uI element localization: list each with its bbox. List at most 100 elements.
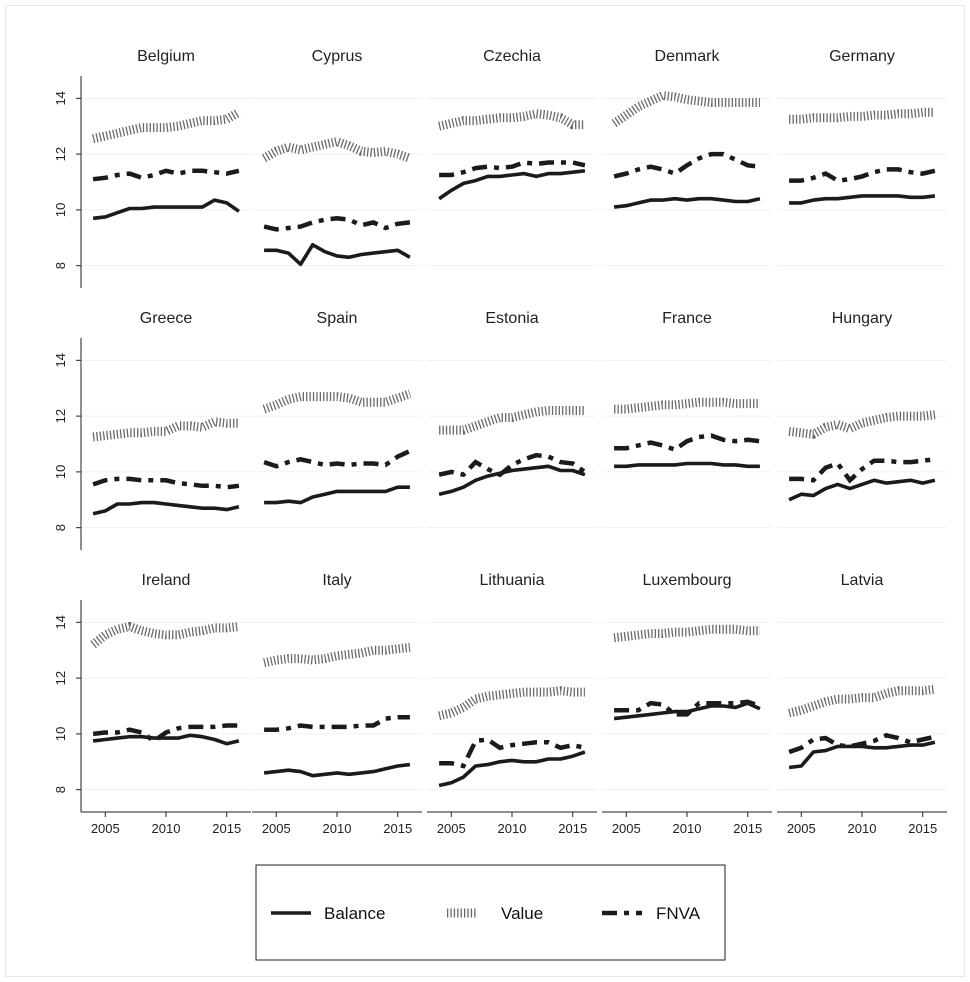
panel-title: Luxembourg <box>643 572 732 589</box>
series-line-value <box>613 624 760 643</box>
series-line-value <box>92 417 239 442</box>
x-tick-label: 2015 <box>212 821 241 836</box>
series-line-balance <box>789 194 936 205</box>
x-tick-label: 2015 <box>383 821 412 836</box>
series-line-value <box>614 397 760 414</box>
legend-label-balance: Balance <box>324 904 385 923</box>
x-tick-label: 2010 <box>323 821 352 836</box>
series-line-balance <box>264 485 410 505</box>
y-tick-label: 12 <box>53 147 68 161</box>
series-line-fnva <box>788 732 936 755</box>
y-tick-label: 14 <box>53 615 68 629</box>
series-line-balance <box>264 243 411 267</box>
series-line-value <box>263 642 411 668</box>
legend: Balance Value FNVA <box>255 864 726 961</box>
panel-greece: Greece 8 10 12 14 <box>53 310 251 550</box>
series-line-value <box>438 109 585 131</box>
series-line-fnva <box>264 714 410 732</box>
panel-title: Denmark <box>655 48 721 65</box>
series-line-value <box>788 684 936 718</box>
series-line-value <box>90 621 240 649</box>
panel-denmark: Denmark <box>602 48 772 267</box>
panel-title: Hungary <box>832 310 892 327</box>
series-line-balance <box>614 461 760 469</box>
series-line-balance <box>438 464 586 496</box>
series-line-balance <box>788 740 936 770</box>
x-tick-label: 2005 <box>787 821 816 836</box>
y-tick-label: 8 <box>53 786 68 793</box>
series-line-fnva <box>92 168 240 182</box>
series-line-balance <box>92 500 240 516</box>
series-line-value <box>611 90 760 128</box>
series-line-balance <box>92 733 240 746</box>
series-line-balance <box>613 196 761 209</box>
series-line-fnva <box>789 457 936 484</box>
x-tick-label: 2015 <box>733 821 762 836</box>
series-line-value <box>92 108 242 144</box>
panel-lithuania: Lithuania 2005 2010 2015 <box>427 572 597 836</box>
series-line-fnva <box>614 699 761 717</box>
series-line-fnva <box>439 160 586 178</box>
small-multiples-chart: Belgium 8 10 12 14 Cyprus Czechia Denmark German… <box>53 48 947 961</box>
panel-title: Latvia <box>841 572 884 589</box>
panel-title: Cyprus <box>312 48 363 65</box>
series-line-fnva <box>92 723 239 744</box>
panel-italy: Italy 2005 2010 2015 <box>252 572 422 836</box>
panel-title: Italy <box>322 572 351 589</box>
panel-ireland: Ireland 8 10 12 14 2005 2010 2015 <box>53 572 251 836</box>
panel-title: Belgium <box>137 48 195 65</box>
series-line-fnva <box>263 216 411 232</box>
panel-title: Germany <box>829 48 895 65</box>
panel-title: Czechia <box>483 48 541 65</box>
panel-belgium: Belgium 8 10 12 14 <box>53 48 251 288</box>
y-tick-label: 10 <box>53 465 68 479</box>
x-tick-label: 2005 <box>437 821 466 836</box>
panel-latvia: Latvia 2005 2010 2015 <box>777 572 947 836</box>
series-line-value <box>262 389 412 414</box>
panel-spain: Spain <box>252 310 422 529</box>
series-line-balance <box>788 478 936 502</box>
series-line-balance <box>92 198 240 221</box>
legend-label-fnva: FNVA <box>656 904 701 923</box>
y-tick-label: 10 <box>53 727 68 741</box>
panel-title: Lithuania <box>480 572 545 589</box>
x-tick-label: 2010 <box>673 821 702 836</box>
panel-title: Greece <box>140 310 193 327</box>
series-line-fnva <box>789 167 936 183</box>
panel-title: Spain <box>317 310 358 327</box>
series-line-fnva <box>439 737 586 769</box>
panel-france: France <box>602 310 772 529</box>
x-tick-label: 2005 <box>262 821 291 836</box>
figure-frame: Belgium 8 10 12 14 Cyprus Czechia Denmark German… <box>5 5 965 977</box>
panel-title: Estonia <box>485 310 538 327</box>
series-line-value <box>788 410 936 439</box>
series-line-fnva <box>263 448 411 469</box>
y-tick-label: 10 <box>53 203 68 217</box>
panel-luxembourg: Luxembourg 2005 2010 2015 <box>602 572 772 836</box>
series-line-value <box>789 107 935 124</box>
series-line-fnva <box>438 452 587 478</box>
series-line-balance <box>438 169 586 201</box>
panel-estonia: Estonia <box>427 310 597 529</box>
x-tick-label: 2005 <box>91 821 120 836</box>
y-tick-label: 14 <box>53 353 68 367</box>
x-tick-label: 2015 <box>558 821 587 836</box>
x-tick-label: 2005 <box>612 821 641 836</box>
series-line-value <box>261 136 412 163</box>
series-line-balance <box>613 701 761 721</box>
panels: Belgium 8 10 12 14 Cyprus Czechia Denmark German… <box>53 48 947 836</box>
panel-title: Ireland <box>142 572 191 589</box>
series-line-value <box>439 406 585 435</box>
series-line-fnva <box>613 151 761 179</box>
y-tick-label: 14 <box>53 91 68 105</box>
x-tick-label: 2015 <box>908 821 937 836</box>
series-line-value <box>438 686 585 721</box>
panel-cyprus: Cyprus <box>252 48 422 267</box>
series-line-fnva <box>614 433 761 453</box>
series-line-balance <box>263 762 411 778</box>
panel-title: France <box>662 310 712 327</box>
x-tick-label: 2010 <box>152 821 181 836</box>
y-tick-label: 12 <box>53 409 68 423</box>
panel-hungary: Hungary <box>777 310 947 529</box>
x-tick-label: 2010 <box>848 821 877 836</box>
